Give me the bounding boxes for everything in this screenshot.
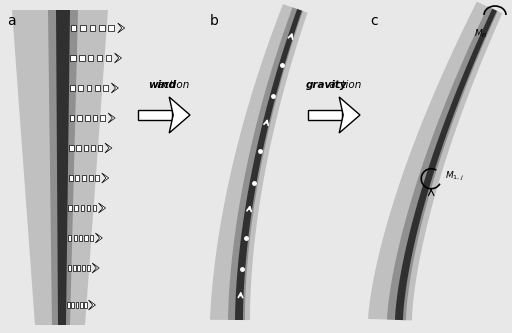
- FancyBboxPatch shape: [91, 145, 95, 151]
- Polygon shape: [56, 10, 70, 325]
- FancyBboxPatch shape: [84, 235, 88, 241]
- FancyBboxPatch shape: [70, 85, 75, 91]
- FancyBboxPatch shape: [77, 115, 82, 121]
- Polygon shape: [92, 263, 99, 273]
- FancyBboxPatch shape: [78, 85, 83, 91]
- FancyBboxPatch shape: [83, 145, 88, 151]
- FancyBboxPatch shape: [80, 205, 84, 211]
- FancyBboxPatch shape: [74, 235, 77, 241]
- FancyBboxPatch shape: [82, 265, 86, 271]
- FancyBboxPatch shape: [68, 235, 71, 241]
- FancyBboxPatch shape: [69, 205, 72, 211]
- Polygon shape: [235, 9, 302, 320]
- FancyBboxPatch shape: [69, 145, 74, 151]
- Polygon shape: [228, 7, 303, 320]
- FancyBboxPatch shape: [80, 302, 82, 308]
- FancyBboxPatch shape: [98, 145, 102, 151]
- FancyBboxPatch shape: [97, 55, 102, 61]
- Polygon shape: [368, 2, 502, 320]
- FancyBboxPatch shape: [77, 265, 80, 271]
- Polygon shape: [115, 53, 121, 63]
- FancyBboxPatch shape: [99, 25, 104, 31]
- FancyBboxPatch shape: [70, 55, 76, 61]
- FancyBboxPatch shape: [70, 115, 74, 121]
- FancyBboxPatch shape: [84, 302, 87, 308]
- FancyBboxPatch shape: [75, 205, 78, 211]
- Text: $M_B$: $M_B$: [474, 28, 488, 41]
- FancyBboxPatch shape: [73, 265, 76, 271]
- FancyBboxPatch shape: [103, 85, 108, 91]
- Text: b: b: [210, 14, 219, 28]
- FancyBboxPatch shape: [85, 115, 90, 121]
- Polygon shape: [105, 143, 112, 153]
- FancyBboxPatch shape: [79, 235, 82, 241]
- FancyBboxPatch shape: [76, 145, 81, 151]
- FancyBboxPatch shape: [69, 175, 73, 181]
- FancyBboxPatch shape: [68, 265, 71, 271]
- Text: a: a: [7, 14, 16, 28]
- FancyBboxPatch shape: [72, 302, 74, 308]
- FancyBboxPatch shape: [80, 25, 86, 31]
- Polygon shape: [210, 4, 308, 320]
- FancyBboxPatch shape: [109, 25, 114, 31]
- FancyBboxPatch shape: [105, 55, 111, 61]
- FancyBboxPatch shape: [89, 175, 93, 181]
- Polygon shape: [95, 233, 102, 243]
- Text: gravity: gravity: [306, 80, 348, 90]
- FancyBboxPatch shape: [87, 265, 90, 271]
- FancyBboxPatch shape: [100, 115, 105, 121]
- Text: action: action: [326, 80, 361, 90]
- Polygon shape: [339, 97, 360, 133]
- FancyBboxPatch shape: [79, 55, 84, 61]
- Polygon shape: [118, 23, 125, 33]
- Polygon shape: [12, 10, 108, 325]
- Polygon shape: [48, 10, 78, 325]
- FancyBboxPatch shape: [308, 110, 342, 120]
- Polygon shape: [102, 173, 109, 183]
- FancyBboxPatch shape: [93, 205, 96, 211]
- FancyBboxPatch shape: [71, 25, 76, 31]
- FancyBboxPatch shape: [90, 25, 95, 31]
- FancyBboxPatch shape: [138, 110, 172, 120]
- FancyBboxPatch shape: [67, 302, 70, 308]
- Polygon shape: [108, 113, 115, 123]
- FancyBboxPatch shape: [82, 175, 86, 181]
- Text: action: action: [154, 80, 189, 90]
- FancyBboxPatch shape: [76, 302, 78, 308]
- FancyBboxPatch shape: [93, 115, 97, 121]
- Polygon shape: [111, 83, 118, 93]
- Polygon shape: [387, 7, 498, 320]
- FancyBboxPatch shape: [95, 85, 100, 91]
- FancyBboxPatch shape: [88, 55, 93, 61]
- FancyBboxPatch shape: [75, 175, 79, 181]
- Polygon shape: [395, 9, 497, 320]
- FancyBboxPatch shape: [87, 205, 90, 211]
- Polygon shape: [98, 203, 105, 213]
- Text: c: c: [370, 14, 378, 28]
- FancyBboxPatch shape: [90, 235, 93, 241]
- FancyBboxPatch shape: [87, 85, 92, 91]
- Polygon shape: [169, 97, 190, 133]
- Text: wind: wind: [148, 80, 176, 90]
- Polygon shape: [89, 300, 95, 310]
- Text: $M_{1,j}$: $M_{1,j}$: [445, 170, 464, 183]
- FancyBboxPatch shape: [95, 175, 99, 181]
